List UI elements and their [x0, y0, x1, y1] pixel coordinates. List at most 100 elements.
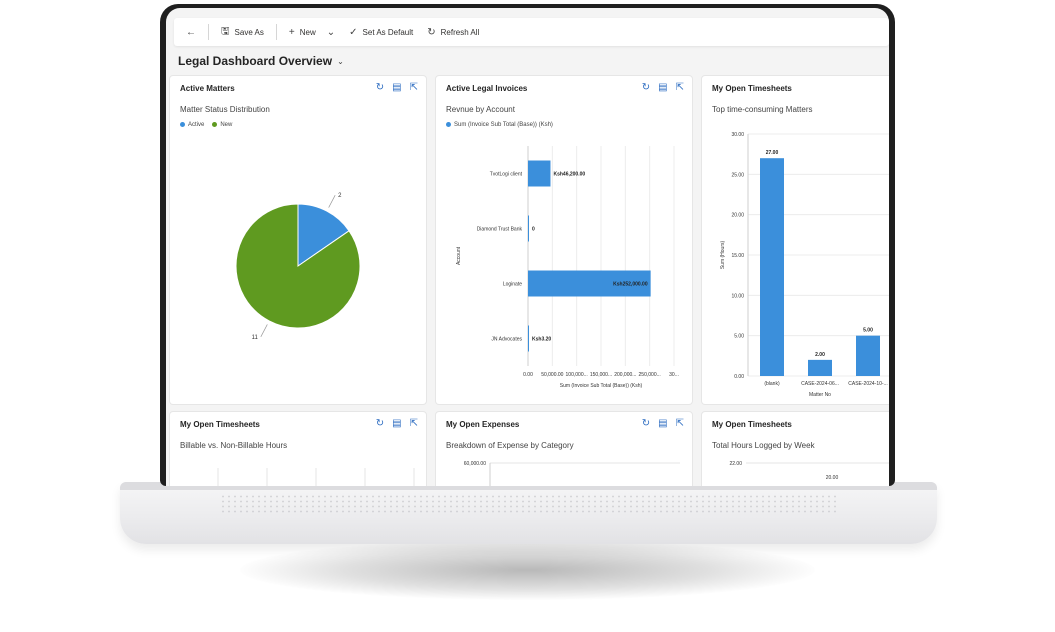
chart-subtitle: Top time-consuming Matters: [712, 105, 813, 114]
bar: [528, 270, 651, 297]
dashboard-selector[interactable]: Legal Dashboard Overview ⌄: [178, 54, 344, 68]
card-active-legal-invoices: Active Legal Invoices ↻ ▤ ⇱ Revnue by Ac…: [436, 76, 692, 404]
legend-item[interactable]: Sum (Invoice Sub Total (Base)) (Ksh): [446, 122, 553, 128]
x-tick-label: 30...: [669, 372, 679, 378]
category-label: CASE-2024-06...: [801, 381, 839, 387]
card-title: Active Legal Invoices: [446, 84, 528, 93]
card-actions: ↻ ▤ ⇱: [642, 419, 684, 429]
refresh-icon[interactable]: ↻: [641, 82, 651, 93]
card-actions: ↻ ▤ ⇱: [642, 83, 684, 93]
keyboard: [220, 494, 837, 514]
expand-icon[interactable]: ⇱: [409, 82, 418, 93]
category-label: TvotLogi client: [490, 172, 523, 178]
toolbar-divider: [208, 24, 209, 40]
refresh-all-button[interactable]: ↻ Refresh All: [423, 27, 483, 38]
x-tick-label: 250,000...: [639, 372, 661, 378]
column-chart: 0.00 5.00 10.00 15.00 20.00 25.00 30.00 27.00 (b…: [720, 132, 889, 398]
card-billable-hours: My Open Timesheets ↻ ▤ ⇱ Billable vs. No…: [170, 412, 426, 486]
bar: [760, 158, 784, 376]
legend-swatch: [446, 122, 451, 127]
data-label: 5.00: [863, 328, 873, 334]
category-label: (blank): [764, 381, 780, 387]
legend-label: Sum (Invoice Sub Total (Base)) (Ksh): [454, 122, 553, 129]
toolbar-divider: [275, 24, 277, 40]
save-as-icon: 🖫: [221, 25, 230, 37]
legend-label: New: [220, 122, 233, 129]
data-label: Ksh252,000.00: [613, 282, 648, 288]
refresh-icon[interactable]: ↻: [375, 82, 385, 93]
card-title: My Open Expenses: [446, 420, 520, 429]
leader-line: [328, 195, 336, 208]
legend-item[interactable]: New: [212, 122, 232, 128]
chevron-down-icon[interactable]: ⌄: [326, 26, 336, 38]
y-tick-label: 15.00: [731, 253, 744, 259]
category-label: JN Advocates: [491, 337, 522, 343]
card-title: My Open Timesheets: [712, 420, 792, 429]
set-as-default-button[interactable]: ✓ Set As Default: [345, 27, 417, 38]
view-records-icon[interactable]: ▤: [658, 82, 668, 93]
category-label: CASE-2024-10-...: [848, 381, 887, 387]
chart-subtitle: Total Hours Logged by Week: [712, 441, 815, 450]
dashboard-screen: ← 🖫 Save As + New ⌄ ✓ Set As Default ↻ Refres…: [166, 8, 889, 486]
x-axis-title: Sum (Invoice Sub Total (Base)) (Ksh): [560, 383, 643, 389]
x-tick-label: 200,000...: [614, 372, 636, 378]
data-label: Ksh46,200.00: [553, 172, 585, 178]
x-tick-label: 150,000...: [590, 372, 612, 378]
bar: [808, 359, 832, 376]
legend-item[interactable]: Active: [180, 122, 204, 128]
leader-line: [260, 324, 268, 337]
x-tick-label: 50,000.00: [541, 372, 563, 378]
chart-legend: Active New: [180, 122, 232, 128]
chart-subtitle: Matter Status Distribution: [180, 105, 270, 114]
card-active-matters: Active Matters ↻ ▤ ⇱ Matter Status Distr…: [170, 76, 426, 404]
horizontal-bar-chart: 0.00 50,000.00 100,000... 150,000... 200,000…: [456, 146, 679, 389]
card-top-time-consuming-matters: My Open Timesheets Top time-consuming Ma…: [702, 76, 889, 404]
y-tick-label: 60,000.00: [464, 461, 486, 467]
set-as-default-label: Set As Default: [362, 27, 414, 37]
laptop-shadow: [240, 540, 815, 600]
refresh-icon[interactable]: ↻: [641, 418, 651, 429]
expand-icon[interactable]: ⇱: [409, 418, 418, 429]
save-as-button[interactable]: 🖫 Save As: [217, 24, 268, 41]
y-tick-label: 30.00: [731, 132, 744, 138]
x-tick-label: 100,000...: [566, 372, 588, 378]
view-records-icon[interactable]: ▤: [392, 82, 402, 93]
chart-axis: 60,000.00: [464, 461, 680, 486]
y-tick-label: 20.00: [731, 213, 744, 219]
chart-gridlines: [217, 468, 415, 486]
card-hours-by-week: My Open Timesheets Total Hours Logged by…: [702, 412, 889, 486]
bar: [528, 215, 529, 242]
chart-legend: Sum (Invoice Sub Total (Base)) (Ksh): [446, 122, 553, 128]
category-label: Diamond Trust Bank: [477, 227, 523, 233]
command-bar: ← 🖫 Save As + New ⌄ ✓ Set As Default ↻ Refres…: [174, 18, 889, 46]
save-as-label: Save As: [234, 27, 264, 37]
back-arrow-icon: ←: [186, 26, 196, 38]
legend-swatch: [180, 122, 185, 127]
pie-chart: 2 11: [235, 193, 361, 341]
laptop-bezel: ← 🖫 Save As + New ⌄ ✓ Set As Default ↻ Refres…: [160, 4, 895, 486]
expand-icon[interactable]: ⇱: [675, 82, 684, 93]
new-button[interactable]: + New ⌄: [285, 27, 339, 38]
data-label: 0: [532, 227, 535, 233]
bar: [528, 325, 529, 352]
data-label: 20.00: [826, 475, 839, 481]
new-label: New: [299, 27, 316, 37]
checkmark-icon: ✓: [349, 26, 358, 38]
y-tick-label: 5.00: [734, 334, 744, 340]
view-records-icon[interactable]: ▤: [392, 418, 402, 429]
chevron-down-icon[interactable]: ⌄: [337, 56, 344, 66]
y-tick-label: 25.00: [731, 172, 744, 178]
bar: [856, 335, 880, 376]
y-tick-label: 10.00: [731, 293, 744, 299]
back-button[interactable]: ←: [182, 27, 200, 38]
category-label: Loginate: [503, 282, 522, 288]
card-title: Active Matters: [180, 84, 235, 93]
card-expense-breakdown: My Open Expenses ↻ ▤ ⇱ Breakdown of Expe…: [436, 412, 692, 486]
laptop-base: [120, 482, 937, 544]
refresh-icon[interactable]: ↻: [375, 418, 385, 429]
page-title: Legal Dashboard Overview: [178, 54, 333, 68]
view-records-icon[interactable]: ▤: [658, 418, 668, 429]
expand-icon[interactable]: ⇱: [675, 418, 684, 429]
y-axis-title: Account: [456, 246, 462, 265]
